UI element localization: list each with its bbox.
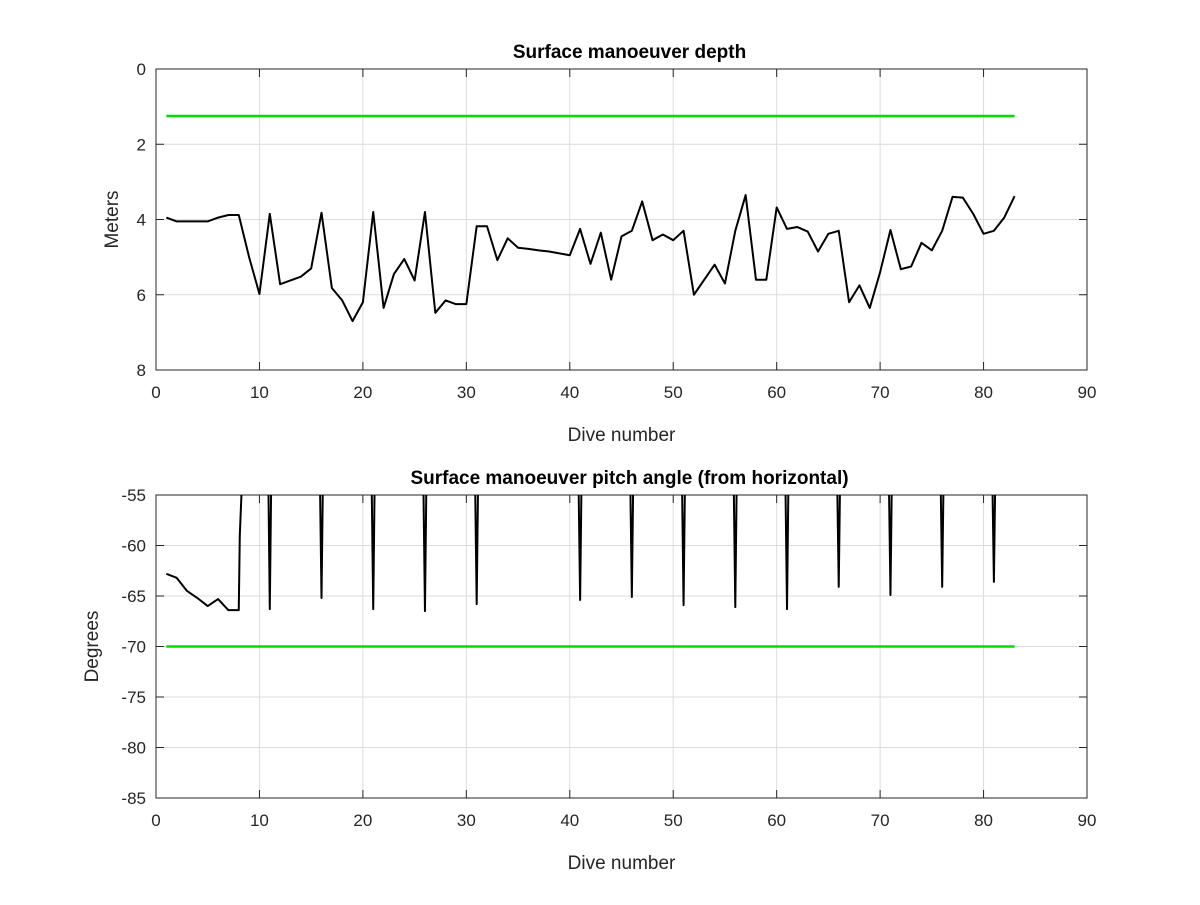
x-tick-label: 80 <box>974 383 993 402</box>
y-tick-label: 8 <box>137 361 146 380</box>
y-tick-label: -65 <box>121 587 146 606</box>
chart-1: 0 10 20 30 40 50 60 70 80 90 0 2 4 6 8 Surface manoeuve… <box>102 42 1096 446</box>
x-tick-label: 60 <box>767 811 786 830</box>
y-tick-label: -75 <box>121 688 146 707</box>
x-tick-label: 30 <box>457 811 476 830</box>
x-tick-label: 30 <box>457 383 476 402</box>
x-tick-label: 70 <box>871 811 890 830</box>
chart-title: Surface manoeuver pitch angle (from hori… <box>410 468 848 489</box>
x-tick-label: 20 <box>353 811 372 830</box>
chart-2: 0 10 20 30 40 50 60 70 80 90 -55 -60 -65 -70 -75 -80 -85… <box>82 468 1097 874</box>
y-axis-label: Degrees <box>82 611 103 683</box>
x-tick-label: 50 <box>664 811 683 830</box>
data-series-line <box>165 495 997 613</box>
x-tick-label: 90 <box>1078 383 1097 402</box>
y-tick-label: -85 <box>121 789 146 808</box>
chart-title: Surface manoeuver depth <box>513 42 746 63</box>
x-tick-label: 50 <box>664 383 683 402</box>
y-tick-label: -80 <box>121 739 146 758</box>
x-tick-label: 60 <box>767 383 786 402</box>
x-axis-label: Dive number <box>568 425 676 446</box>
y-tick-label: 4 <box>137 211 146 230</box>
y-tick-label: -70 <box>121 638 146 657</box>
y-tick-label: 6 <box>137 286 146 305</box>
x-tick-label: 10 <box>250 383 269 402</box>
x-tick-label: 20 <box>353 383 372 402</box>
x-tick-label: 70 <box>871 383 890 402</box>
x-tick-label: 40 <box>560 383 579 402</box>
x-tick-label: 40 <box>560 811 579 830</box>
x-tick-label: 10 <box>250 811 269 830</box>
y-tick-label: 2 <box>137 135 146 154</box>
x-tick-label: 90 <box>1078 811 1097 830</box>
x-tick-label: 0 <box>151 383 160 402</box>
x-tick-label: 0 <box>151 811 160 830</box>
y-axis-label: Meters <box>102 190 123 248</box>
y-tick-label: -55 <box>121 486 146 505</box>
x-tick-label: 80 <box>974 811 993 830</box>
y-tick-label: 0 <box>137 60 146 79</box>
x-axis-label: Dive number <box>568 853 676 874</box>
data-series-line <box>165 194 1016 323</box>
y-tick-label: -60 <box>121 537 146 556</box>
